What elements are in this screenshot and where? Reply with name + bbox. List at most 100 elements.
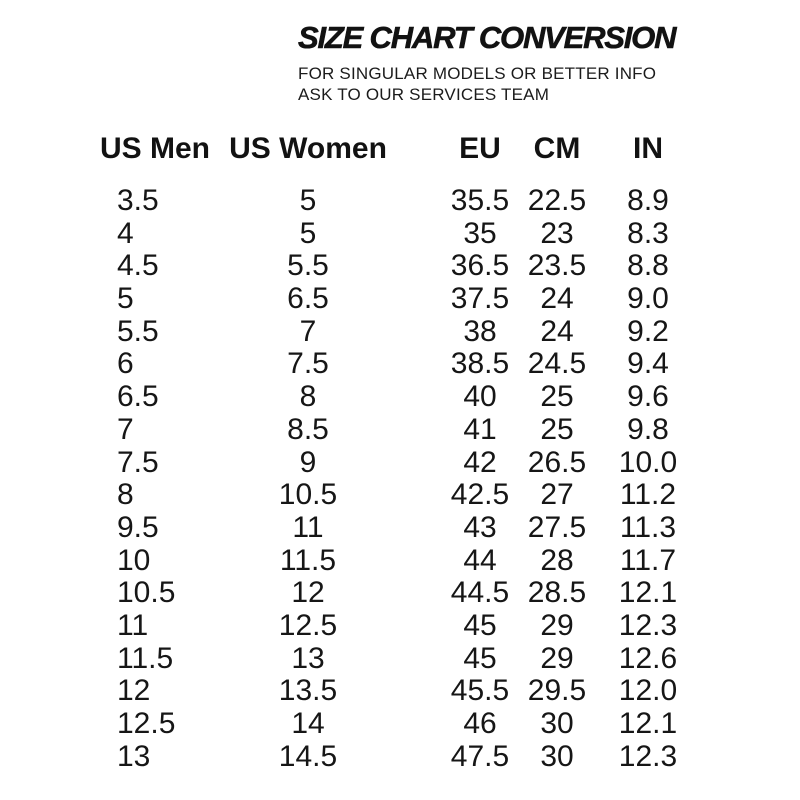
cell-us-men: 12.5 (117, 707, 176, 740)
table-row: 12.5 14 46 30 12.1 (0, 707, 800, 741)
cell-cm: 24 (540, 282, 574, 316)
cell-us-men: 5.5 (117, 314, 159, 348)
cell-us-men: 5 (117, 282, 134, 316)
cell-us-women: 9 (299, 445, 317, 479)
cell-us-men: 11.5 (117, 641, 174, 675)
table-row: 13 14.5 47.5 30 12.3 (0, 739, 800, 774)
cell-in: 9.2 (627, 314, 669, 348)
cell-eu: 40 (463, 380, 497, 414)
cell-us-women: 11 (292, 510, 324, 544)
cell-eu: 38 (463, 314, 497, 348)
table-row: 3.5 5 35.5 22.5 8.9 (0, 184, 800, 218)
subtitle-line-2: ASK TO OUR SERVICES TEAM (298, 85, 550, 104)
cell-us-women: 7.5 (287, 347, 329, 381)
cell-us-women: 5.5 (287, 249, 329, 283)
cell-us-women: 13.5 (278, 674, 338, 708)
page-title: SIZE CHART CONVERSION (298, 20, 677, 56)
cell-us-women: 13 (291, 641, 325, 675)
cell-us-men: 9.5 (117, 510, 159, 544)
cell-us-women: 14 (291, 707, 325, 740)
cell-eu: 38.5 (450, 347, 510, 381)
subtitle: FOR SINGULAR MODELS OR BETTER INFO ASK T… (298, 63, 718, 105)
subtitle-line-1: FOR SINGULAR MODELS OR BETTER INFO (298, 64, 657, 83)
cell-cm: 30 (540, 739, 574, 773)
cell-cm: 26.5 (527, 445, 587, 479)
cell-in: 11.2 (619, 478, 677, 512)
cell-cm: 29 (540, 641, 574, 675)
table-row: 9.5 11 43 27.5 11.3 (0, 510, 800, 545)
cell-us-women: 12 (291, 576, 325, 610)
cell-us-men: 4.5 (117, 249, 159, 283)
cell-in: 9.8 (627, 412, 669, 446)
cell-in: 9.0 (627, 282, 669, 316)
table-body: 3.5 5 35.5 22.5 8.9 4 5 35 23 8.3 4.5 5.… (0, 184, 800, 774)
cell-in: 12.1 (618, 707, 678, 740)
column-header-in: IN (633, 132, 663, 165)
cell-eu: 41 (463, 412, 497, 446)
cell-in: 12.3 (618, 739, 678, 773)
cell-cm: 29.5 (527, 674, 587, 708)
cell-in: 9.6 (627, 380, 669, 414)
cell-in: 11.3 (619, 510, 677, 544)
cell-in: 11.7 (619, 543, 677, 577)
cell-eu: 43 (463, 510, 497, 544)
table-row: 7.5 9 42 26.5 10.0 (0, 445, 800, 480)
table-row: 6 7.5 38.5 24.5 9.4 (0, 348, 800, 381)
column-header-cm: CM (533, 132, 581, 165)
cell-us-women: 6.5 (287, 282, 329, 316)
cell-in: 10.0 (618, 445, 678, 479)
cell-eu: 45.5 (450, 674, 510, 708)
cell-in: 8.8 (627, 249, 669, 283)
cell-cm: 22.5 (527, 184, 587, 217)
cell-us-men: 6.5 (117, 380, 159, 414)
cell-in: 8.9 (627, 184, 669, 217)
cell-us-women: 12.5 (278, 608, 338, 642)
cell-cm: 24.5 (527, 347, 587, 381)
cell-us-women: 5 (299, 184, 317, 217)
cell-us-men: 6 (117, 347, 134, 381)
cell-us-women: 10.5 (278, 478, 338, 512)
table-row: 5 6.5 37.5 24 9.0 (0, 282, 800, 316)
cell-us-men: 3.5 (117, 184, 159, 217)
table-row: 10.5 12 44.5 28.5 12.1 (0, 577, 800, 610)
cell-cm: 28.5 (527, 576, 587, 610)
cell-cm: 27.5 (527, 510, 587, 544)
column-header-us-men: US Men (99, 132, 211, 165)
cell-in: 12.3 (618, 608, 678, 642)
cell-eu: 37.5 (450, 282, 510, 316)
cell-eu: 42.5 (450, 478, 510, 512)
table-row: 10 11.5 44 28 11.7 (0, 543, 800, 578)
cell-in: 12.6 (618, 641, 678, 675)
cell-in: 9.4 (627, 347, 669, 381)
cell-us-men: 11 (117, 608, 149, 642)
cell-cm: 25 (540, 412, 574, 446)
cell-eu: 42 (463, 445, 497, 479)
cell-us-women: 8 (299, 380, 317, 414)
cell-us-women: 8.5 (287, 412, 329, 446)
cell-cm: 27 (540, 478, 574, 512)
cell-us-men: 10 (117, 543, 151, 577)
cell-cm: 28 (540, 543, 574, 577)
table-row: 11.5 13 45 29 12.6 (0, 641, 800, 676)
table-row: 4 5 35 23 8.3 (0, 216, 800, 251)
cell-us-women: 11.5 (279, 543, 337, 577)
cell-eu: 44 (463, 543, 497, 577)
table-row: 4.5 5.5 36.5 23.5 8.8 (0, 250, 800, 283)
cell-cm: 24 (540, 314, 574, 348)
cell-in: 12.0 (618, 674, 678, 708)
cell-cm: 25 (540, 380, 574, 414)
cell-in: 12.1 (618, 576, 678, 610)
cell-cm: 30 (540, 707, 574, 740)
cell-eu: 44.5 (450, 576, 510, 610)
table-row: 6.5 8 40 25 9.6 (0, 380, 800, 414)
cell-us-men: 7 (117, 412, 134, 446)
cell-eu: 47.5 (450, 739, 510, 773)
cell-us-women: 5 (299, 216, 317, 250)
table-row: 5.5 7 38 24 9.2 (0, 314, 800, 349)
table-row: 12 13.5 45.5 29.5 12.0 (0, 675, 800, 708)
column-header-eu: EU (459, 132, 501, 165)
column-header-us-women: US Women (229, 132, 387, 165)
cell-us-men: 8 (117, 478, 134, 512)
cell-cm: 23.5 (527, 249, 587, 283)
